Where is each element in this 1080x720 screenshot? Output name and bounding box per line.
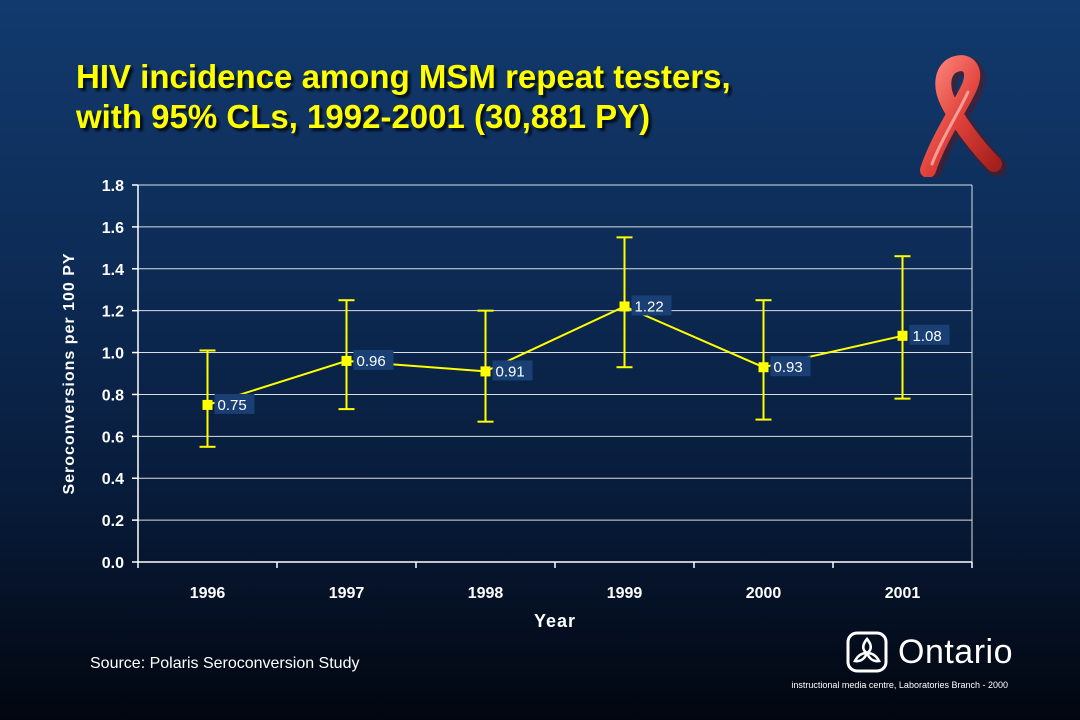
y-tick-label: 0.8 xyxy=(102,387,124,404)
source-note: Source: Polaris Seroconversion Study xyxy=(90,655,360,672)
data-label: 1.08 xyxy=(913,328,942,345)
y-tick-label: 0.6 xyxy=(102,429,124,446)
ontario-logo: Ontario xyxy=(846,630,1013,674)
data-label-box xyxy=(631,295,672,316)
x-axis-title: Year xyxy=(534,611,576,631)
data-point xyxy=(341,355,352,366)
data-label: 1.22 xyxy=(635,298,664,315)
x-tick-label: 1997 xyxy=(329,585,365,602)
data-point xyxy=(619,301,630,312)
x-tick-label: 1996 xyxy=(190,585,226,602)
data-label-box xyxy=(770,356,811,377)
data-point xyxy=(202,399,213,410)
data-label-box xyxy=(214,393,255,414)
data-label-box xyxy=(492,360,533,381)
y-tick-label: 1.2 xyxy=(102,304,124,321)
data-label-box xyxy=(909,324,950,345)
y-tick-label: 0.2 xyxy=(102,513,124,530)
y-tick-label: 1.0 xyxy=(102,346,124,363)
data-label: 0.96 xyxy=(357,353,386,370)
x-tick-label: 2000 xyxy=(746,585,782,602)
y-tick-label: 0.0 xyxy=(102,555,124,572)
trillium-icon xyxy=(846,631,888,673)
y-axis-title: Seroconversions per 100 PY xyxy=(61,252,78,494)
title-line-1: HIV incidence among MSM repeat testers, xyxy=(76,58,731,95)
data-point xyxy=(897,330,908,341)
data-label: 0.93 xyxy=(774,359,803,376)
y-tick-label: 1.6 xyxy=(102,220,124,237)
slide-title: HIV incidence among MSM repeat testers, … xyxy=(76,57,876,137)
y-tick-label: 1.4 xyxy=(102,262,124,279)
x-tick-label: 2001 xyxy=(885,585,921,602)
aids-awareness-ribbon-icon xyxy=(920,55,1007,177)
credit-note: instructional media centre, Laboratories… xyxy=(791,680,1008,690)
series-line xyxy=(207,305,903,406)
y-tick-label: 1.8 xyxy=(102,178,124,195)
x-tick-label: 1999 xyxy=(607,585,643,602)
y-tick-label: 0.4 xyxy=(102,471,124,488)
data-point xyxy=(480,366,491,377)
data-label: 0.91 xyxy=(496,363,525,380)
data-label-box xyxy=(353,349,394,370)
logo-text: Ontario xyxy=(898,632,1013,671)
x-tick-label: 1998 xyxy=(468,585,504,602)
title-line-2: with 95% CLs, 1992-2001 (30,881 PY) xyxy=(76,98,651,135)
data-point xyxy=(758,362,769,373)
data-label: 0.75 xyxy=(218,397,247,414)
